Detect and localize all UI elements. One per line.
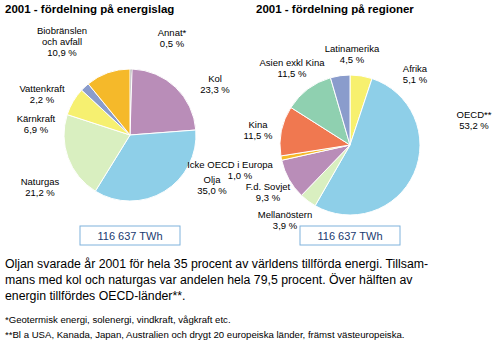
label-line: Vattenkraft bbox=[19, 83, 65, 94]
total-label: 116 637 TWh bbox=[317, 230, 382, 242]
label-line: Asien exkl Kina bbox=[260, 57, 326, 68]
chart-title: 2001 - fördelning på energislag bbox=[5, 3, 174, 15]
slice-label: Asien exkl Kina bbox=[260, 57, 326, 68]
label-line: Biobränslen bbox=[37, 25, 87, 36]
pie-chart: 2001 - fördelning på regioner Afrika5,1 %… bbox=[187, 3, 491, 245]
value-label: 35,0 % bbox=[197, 185, 227, 196]
label-line: Kärnkraft bbox=[17, 113, 56, 124]
total-box bbox=[300, 226, 400, 245]
label-line: OECD** bbox=[457, 109, 492, 120]
value-label: 4,5 % bbox=[340, 54, 365, 65]
label-line: Afrika bbox=[403, 63, 428, 74]
slice-label: F.d. Sovjet bbox=[246, 181, 291, 192]
slice-label: Naturgas bbox=[21, 176, 60, 187]
pie-chart: 2001 - fördelning på energislag Annat*0,5… bbox=[5, 3, 230, 245]
page: 2001 - fördelning på energislag Annat*0,5… bbox=[0, 0, 500, 347]
value-label: 6,9 % bbox=[24, 124, 49, 135]
value-label: 3,9 % bbox=[273, 220, 298, 231]
label-line: Kol bbox=[208, 73, 222, 84]
total-box bbox=[80, 226, 180, 245]
label-line: Annat* bbox=[158, 27, 187, 38]
slice-label: Vattenkraft bbox=[19, 83, 65, 94]
slice-label: Icke OECD i Europa bbox=[187, 159, 273, 170]
paragraph-line: mans med kol och naturgas var andelen he… bbox=[5, 273, 413, 287]
label-line: Mellanöstern bbox=[258, 209, 312, 220]
value-label: 9,3 % bbox=[256, 192, 281, 203]
label-line: Naturgas bbox=[21, 176, 60, 187]
value-label: 2,2 % bbox=[30, 94, 55, 105]
value-label: 21,2 % bbox=[25, 187, 55, 198]
body-text: Oljan svarade år 2001 för hela 35 procen… bbox=[5, 257, 428, 340]
total-label: 116 637 TWh bbox=[97, 230, 162, 242]
paragraph-line: energin tillfördes OECD-länder**. bbox=[5, 289, 185, 303]
paragraph-line: Oljan svarade år 2001 för hela 35 procen… bbox=[5, 257, 428, 271]
slice-label: Afrika bbox=[403, 63, 428, 74]
value-label: 0,5 % bbox=[160, 38, 185, 49]
value-label: 11,5 % bbox=[278, 68, 307, 79]
value-label: 11,5 % bbox=[244, 130, 273, 141]
slice-label: Kol bbox=[208, 73, 222, 84]
label-line: och avfall bbox=[42, 36, 82, 47]
footnote: *Geotermisk energi, solenergi, vindkraft… bbox=[5, 314, 231, 325]
slice-label: Annat* bbox=[158, 27, 187, 38]
footnote: **Bl a USA, Kanada, Japan, Australien oc… bbox=[5, 329, 404, 340]
label-line: Latinamerika bbox=[325, 43, 380, 54]
slice-label: Mellanöstern bbox=[258, 209, 312, 220]
label-line: Olja bbox=[204, 174, 222, 185]
label-line: F.d. Sovjet bbox=[246, 181, 291, 192]
slice-label: Biobränslenoch avfall bbox=[37, 25, 87, 47]
pie-slice bbox=[88, 69, 130, 135]
chart-title: 2001 - fördelning på regioner bbox=[256, 3, 414, 15]
value-label: 10,9 % bbox=[47, 47, 77, 58]
slices bbox=[64, 69, 196, 201]
slice-label: Kina bbox=[248, 119, 268, 130]
value-label: 53,2 % bbox=[459, 120, 489, 131]
pie-slice bbox=[330, 75, 350, 145]
value-label: 1,0 % bbox=[228, 170, 253, 181]
label-line: Kina bbox=[248, 119, 268, 130]
slices bbox=[280, 75, 420, 215]
label-line: Icke OECD i Europa bbox=[187, 159, 273, 170]
slice-label: Latinamerika bbox=[325, 43, 380, 54]
slice-label: OECD** bbox=[457, 109, 492, 120]
value-label: 5,1 % bbox=[403, 74, 428, 85]
pie-slice bbox=[130, 69, 196, 135]
slice-label: Olja bbox=[204, 174, 222, 185]
value-label: 23,3 % bbox=[200, 84, 230, 95]
slice-label: Kärnkraft bbox=[17, 113, 56, 124]
